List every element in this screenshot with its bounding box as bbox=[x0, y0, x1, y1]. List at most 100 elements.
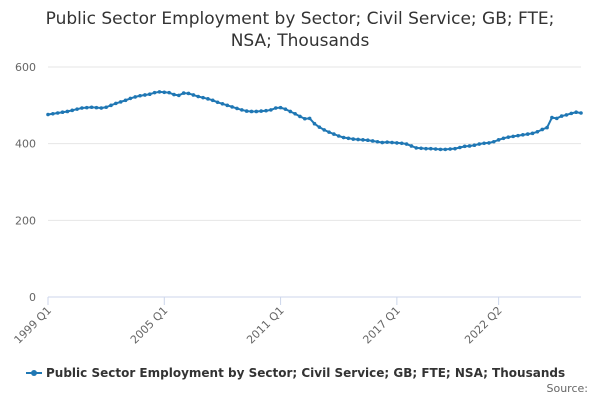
data-point[interactable] bbox=[501, 136, 506, 141]
data-point[interactable] bbox=[569, 111, 574, 116]
data-point[interactable] bbox=[521, 133, 525, 137]
data-point[interactable] bbox=[210, 98, 215, 103]
data-point[interactable] bbox=[259, 109, 264, 113]
data-point[interactable] bbox=[530, 131, 535, 136]
data-point[interactable] bbox=[453, 146, 457, 151]
data-point[interactable] bbox=[477, 142, 482, 146]
data-point[interactable] bbox=[152, 90, 157, 95]
data-point[interactable] bbox=[424, 146, 428, 151]
data-point[interactable] bbox=[123, 98, 128, 103]
data-point[interactable] bbox=[506, 135, 511, 139]
data-point[interactable] bbox=[448, 147, 452, 151]
data-point[interactable] bbox=[181, 91, 186, 95]
data-point[interactable] bbox=[94, 105, 99, 110]
data-point[interactable] bbox=[511, 134, 515, 139]
data-point[interactable] bbox=[559, 114, 564, 118]
data-point[interactable] bbox=[327, 130, 331, 134]
data-point[interactable] bbox=[167, 90, 171, 95]
data-point[interactable] bbox=[293, 111, 297, 116]
legend[interactable]: Public Sector Employment by Sector; Civi… bbox=[26, 364, 565, 382]
data-point[interactable] bbox=[467, 144, 472, 148]
data-point[interactable] bbox=[191, 93, 196, 97]
data-point[interactable] bbox=[196, 94, 201, 99]
data-point[interactable] bbox=[118, 100, 123, 104]
data-point[interactable] bbox=[332, 132, 336, 136]
data-point[interactable] bbox=[322, 128, 326, 132]
data-point[interactable] bbox=[375, 139, 380, 144]
data-point[interactable] bbox=[399, 141, 404, 146]
data-point[interactable] bbox=[264, 108, 268, 113]
data-point[interactable] bbox=[143, 93, 147, 97]
data-point[interactable] bbox=[172, 92, 176, 97]
data-point[interactable] bbox=[269, 108, 273, 112]
data-point[interactable] bbox=[390, 140, 394, 145]
data-point[interactable] bbox=[104, 105, 108, 110]
data-point[interactable] bbox=[128, 96, 133, 101]
data-point[interactable] bbox=[177, 93, 181, 98]
data-point[interactable] bbox=[186, 91, 191, 96]
data-point[interactable] bbox=[206, 97, 210, 101]
data-point[interactable] bbox=[356, 137, 360, 142]
data-point[interactable] bbox=[80, 106, 84, 110]
data-point[interactable] bbox=[414, 146, 419, 150]
data-point[interactable] bbox=[419, 146, 423, 151]
data-point[interactable] bbox=[303, 116, 307, 121]
data-point[interactable] bbox=[114, 101, 118, 106]
data-point[interactable] bbox=[75, 107, 79, 111]
data-point[interactable] bbox=[579, 111, 583, 115]
data-point[interactable] bbox=[564, 113, 569, 117]
data-point[interactable] bbox=[409, 144, 414, 148]
data-point[interactable] bbox=[138, 93, 142, 98]
data-point[interactable] bbox=[341, 135, 346, 140]
data-point[interactable] bbox=[554, 116, 559, 121]
data-point[interactable] bbox=[482, 141, 486, 146]
data-point[interactable] bbox=[395, 141, 399, 145]
data-point[interactable] bbox=[215, 100, 220, 105]
data-point[interactable] bbox=[249, 109, 254, 114]
data-point[interactable] bbox=[298, 114, 302, 119]
data-point[interactable] bbox=[545, 125, 549, 130]
data-point[interactable] bbox=[370, 139, 375, 143]
data-point[interactable] bbox=[60, 110, 65, 115]
data-point[interactable] bbox=[244, 109, 249, 113]
data-point[interactable] bbox=[540, 127, 545, 132]
data-point[interactable] bbox=[346, 136, 351, 141]
data-point[interactable] bbox=[458, 145, 462, 150]
data-point[interactable] bbox=[235, 106, 239, 111]
data-point[interactable] bbox=[254, 109, 259, 114]
data-point[interactable] bbox=[428, 146, 433, 151]
data-point[interactable] bbox=[273, 106, 278, 110]
data-point[interactable] bbox=[516, 133, 520, 138]
data-point[interactable] bbox=[220, 102, 225, 106]
data-point[interactable] bbox=[336, 134, 341, 138]
data-point[interactable] bbox=[550, 115, 554, 120]
data-point[interactable] bbox=[225, 103, 230, 108]
data-point[interactable] bbox=[230, 105, 234, 109]
data-point[interactable] bbox=[535, 129, 540, 134]
data-point[interactable] bbox=[361, 138, 365, 142]
data-point[interactable] bbox=[89, 105, 94, 110]
data-point[interactable] bbox=[109, 103, 113, 108]
data-point[interactable] bbox=[574, 110, 578, 115]
data-point[interactable] bbox=[157, 90, 162, 94]
data-point[interactable] bbox=[380, 140, 385, 145]
data-point[interactable] bbox=[312, 121, 317, 126]
data-point[interactable] bbox=[283, 107, 288, 111]
data-point[interactable] bbox=[385, 140, 389, 144]
data-point[interactable] bbox=[70, 108, 75, 113]
data-point[interactable] bbox=[162, 90, 167, 95]
data-point[interactable] bbox=[307, 116, 312, 121]
data-point[interactable] bbox=[472, 143, 477, 147]
data-point[interactable] bbox=[201, 95, 205, 100]
data-point[interactable] bbox=[433, 147, 438, 151]
data-point[interactable] bbox=[438, 147, 443, 152]
data-point[interactable] bbox=[240, 108, 244, 112]
data-point[interactable] bbox=[525, 132, 530, 136]
data-point[interactable] bbox=[351, 137, 356, 141]
data-point[interactable] bbox=[133, 95, 138, 99]
data-point[interactable] bbox=[65, 109, 70, 114]
data-point[interactable] bbox=[84, 105, 89, 110]
data-point[interactable] bbox=[404, 142, 409, 146]
data-point[interactable] bbox=[46, 112, 50, 117]
data-point[interactable] bbox=[288, 109, 293, 114]
